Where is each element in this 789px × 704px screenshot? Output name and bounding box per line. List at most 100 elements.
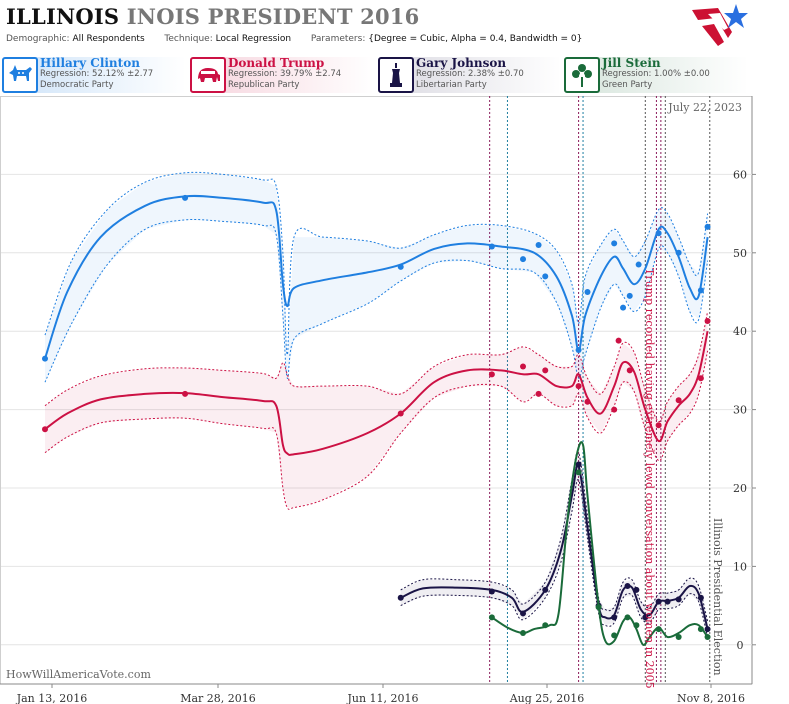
confidence-band bbox=[45, 311, 708, 508]
data-point bbox=[675, 249, 682, 256]
y-tick-label: 10 bbox=[733, 560, 747, 573]
candidate-name: Gary Johnson bbox=[416, 56, 507, 70]
data-point bbox=[675, 397, 682, 404]
data-point bbox=[488, 371, 495, 378]
data-point bbox=[704, 626, 711, 633]
x-tick-label: Mar 28, 2016 bbox=[180, 692, 256, 704]
data-point bbox=[626, 292, 633, 299]
data-point bbox=[635, 261, 642, 268]
data-point bbox=[664, 598, 671, 605]
elephant-icon bbox=[190, 57, 226, 93]
data-point bbox=[520, 256, 527, 263]
data-point bbox=[655, 230, 662, 237]
confidence-upper bbox=[44, 171, 709, 356]
title-state: ILLINOIS bbox=[6, 4, 120, 29]
confidence-lower bbox=[44, 350, 709, 510]
data-point bbox=[520, 610, 527, 617]
series-line bbox=[44, 330, 709, 456]
demographic-value: All Respondents bbox=[72, 34, 145, 44]
y-tick-label: 50 bbox=[733, 247, 747, 260]
confidence-lower bbox=[400, 479, 709, 638]
data-point bbox=[488, 614, 495, 621]
data-point bbox=[595, 604, 602, 611]
polling-chart: 0 10 20 30 40 50 60 Jan 13, 2016 Mar 28, 2016 Jun… bbox=[0, 96, 756, 704]
data-point bbox=[542, 622, 549, 629]
candidate-name: Jill Stein bbox=[602, 56, 661, 70]
title-rest: INOIS PRESIDENT 2016 bbox=[126, 4, 420, 29]
annotation-lewd-tape: Trump recorded having extremely lewd con… bbox=[643, 268, 656, 689]
data-point bbox=[488, 588, 495, 595]
data-point bbox=[626, 367, 633, 374]
legend-item-trump[interactable]: Donald Trump Regression: 39.79% ±2.74 Re… bbox=[188, 56, 376, 94]
data-point bbox=[542, 586, 549, 593]
data-point bbox=[697, 594, 704, 601]
confidence-band bbox=[45, 172, 708, 383]
data-point bbox=[575, 461, 582, 468]
candidate-party: Libertarian Party bbox=[416, 80, 487, 90]
data-point bbox=[611, 632, 618, 639]
legend-item-johnson[interactable]: Gary Johnson Regression: 2.38% ±0.70 Lib… bbox=[376, 56, 564, 94]
data-point bbox=[520, 363, 527, 370]
data-point bbox=[611, 614, 618, 621]
candidate-name: Donald Trump bbox=[228, 56, 325, 70]
data-point bbox=[642, 614, 649, 621]
legend-item-clinton[interactable]: Hillary Clinton Regression: 52.12% ±2.77… bbox=[0, 56, 188, 94]
data-point bbox=[704, 633, 711, 640]
data-point bbox=[575, 347, 582, 354]
data-point bbox=[535, 390, 542, 397]
data-point bbox=[575, 383, 582, 390]
candidate-name: Hillary Clinton bbox=[40, 56, 140, 70]
candidate-regression: Regression: 52.12% ±2.77 bbox=[40, 69, 154, 79]
candidate-regression: Regression: 39.79% ±2.74 bbox=[228, 69, 342, 79]
data-point bbox=[704, 318, 711, 325]
header: ILLINOIS INOIS PRESIDENT 2016 Demographi… bbox=[0, 0, 789, 96]
y-tick-label: 40 bbox=[733, 325, 747, 338]
series-line bbox=[491, 441, 709, 646]
data-point bbox=[620, 304, 627, 311]
data-point bbox=[542, 367, 549, 374]
candidate-regression: Regression: 2.38% ±0.70 bbox=[416, 69, 524, 79]
parameters-label: Parameters: bbox=[310, 34, 366, 44]
parameters-value: {Degree = Cubic, Alpha = 0.4, Bandwidth … bbox=[368, 34, 583, 44]
data-point bbox=[397, 263, 404, 270]
y-tick-label: 30 bbox=[733, 404, 747, 417]
y-tick-label: 20 bbox=[733, 482, 747, 495]
x-tick-label: Aug 25, 2016 bbox=[509, 692, 585, 704]
data-point bbox=[697, 626, 704, 633]
data-point bbox=[633, 622, 640, 629]
data-point bbox=[655, 626, 662, 633]
confidence-lower bbox=[44, 218, 709, 383]
data-point bbox=[488, 243, 495, 250]
candidate-party: Republican Party bbox=[228, 80, 300, 90]
data-point bbox=[633, 586, 640, 593]
donkey-icon bbox=[2, 57, 38, 93]
site-logo bbox=[692, 4, 748, 46]
x-tick-label: Nov 8, 2016 bbox=[677, 692, 745, 704]
data-point bbox=[704, 223, 711, 230]
candidate-regression: Regression: 1.00% ±0.00 bbox=[602, 69, 710, 79]
x-tick-label: Jun 11, 2016 bbox=[346, 692, 418, 704]
data-point bbox=[575, 469, 582, 476]
y-tick-label: 60 bbox=[733, 168, 747, 181]
data-point bbox=[697, 375, 704, 382]
y-tick-label: 0 bbox=[737, 639, 744, 652]
candidate-party: Democratic Party bbox=[40, 80, 114, 90]
data-point bbox=[520, 630, 527, 637]
legend-item-stein[interactable]: Jill Stein Regression: 1.00% ±0.00 Green… bbox=[562, 56, 750, 94]
data-point bbox=[182, 390, 189, 397]
data-point bbox=[624, 614, 631, 621]
technique-value: Local Regression bbox=[215, 34, 292, 44]
data-point bbox=[675, 633, 682, 640]
data-point bbox=[655, 598, 662, 605]
data-point bbox=[542, 273, 549, 280]
technique-label: Technique: bbox=[164, 34, 213, 44]
data-point bbox=[611, 406, 618, 413]
data-point bbox=[615, 337, 622, 344]
annotation-election: Illinois Presidential Election bbox=[711, 518, 724, 676]
candidate-party: Green Party bbox=[602, 80, 653, 90]
data-point bbox=[182, 194, 189, 201]
demographic-label: Demographic: bbox=[6, 34, 70, 44]
data-point bbox=[584, 398, 591, 405]
data-point bbox=[397, 594, 404, 601]
confidence-band bbox=[400, 452, 708, 637]
